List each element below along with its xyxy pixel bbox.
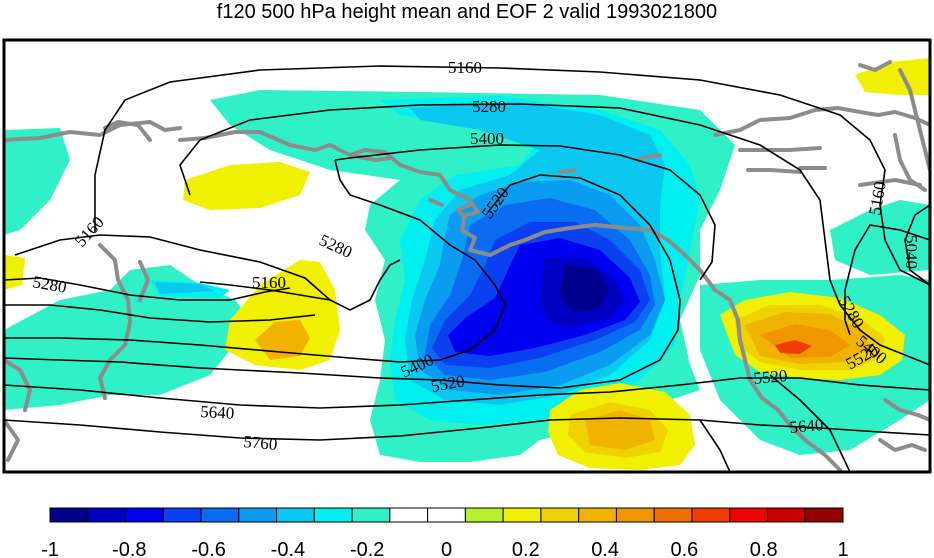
colorbar-box <box>49 507 89 523</box>
colorbar-box <box>351 507 391 523</box>
colorbar-box <box>804 507 844 523</box>
colorbar-box <box>162 507 202 523</box>
colorbar-tick-label: -0.8 <box>112 539 146 558</box>
colorbar-tick-label: -0.4 <box>271 539 305 558</box>
height-anomaly-map: 5160 5280 5400 5520 5160 5280 5160 5280 … <box>2 38 932 474</box>
contour-label: 5640 <box>200 402 235 423</box>
colorbar-box <box>87 507 127 523</box>
contour-label: 5040 <box>902 235 921 269</box>
colorbar-box <box>502 507 542 523</box>
coastlines <box>4 60 930 472</box>
colorbar-box <box>427 507 466 523</box>
colorbar-box <box>276 507 315 523</box>
colorbar-box <box>313 507 353 523</box>
colorbar-box <box>389 507 429 523</box>
anomaly-shading-neg-09 <box>560 265 610 312</box>
colorbar-boxes <box>49 507 844 523</box>
colorbar-tick-label: 0.2 <box>512 539 540 558</box>
colorbar-tick-label: 0.8 <box>750 539 778 558</box>
contour-label: 5520 <box>753 366 789 388</box>
contour-label: 5160 <box>252 273 286 292</box>
map-frame <box>2 38 932 474</box>
height-contours <box>4 65 930 472</box>
colorbar-box <box>578 507 617 523</box>
colorbar-tick-label: -1 <box>41 539 59 558</box>
colorbar-box <box>540 507 580 523</box>
colorbar-box <box>615 507 655 523</box>
colorbar-tick-labels: -1 -0.8 -0.6 -0.4 -0.2 0 0.2 0.4 0.6 0.8 1 <box>41 539 848 558</box>
colorbar-tick-label: -0.6 <box>191 539 225 558</box>
anomaly-shading-pos-07 <box>775 340 812 354</box>
colorbar-box <box>729 507 768 523</box>
contour-label: 5760 <box>243 432 279 454</box>
contour-label: 5640 <box>789 415 825 437</box>
colorbar-box <box>464 507 504 523</box>
colorbar-tick-label: 0.6 <box>670 539 698 558</box>
colorbar-box <box>200 507 240 523</box>
contour-label: 5280 <box>472 97 506 116</box>
colorbar-tick-label: 0 <box>441 539 452 558</box>
contour-label: 5160 <box>448 58 482 77</box>
colorbar-tick-label: -0.2 <box>350 539 384 558</box>
colorbar-tick-label: 0.4 <box>591 539 619 558</box>
map-title: f120 500 hPa height mean and EOF 2 valid… <box>216 1 718 23</box>
colorbar-box <box>653 507 693 523</box>
colorbar-tick-label: 1 <box>837 539 848 558</box>
colorbar-box <box>766 507 806 523</box>
colorbar-box <box>691 507 731 523</box>
contour-label: 5400 <box>470 129 504 148</box>
colorbar-box <box>125 507 164 523</box>
colorbar-box <box>238 507 278 523</box>
